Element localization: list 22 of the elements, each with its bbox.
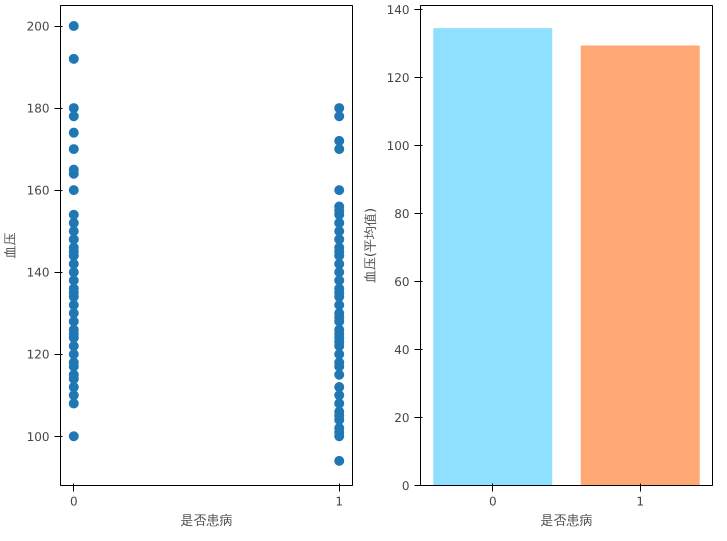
x-tick-label: 1 [335,494,344,508]
y-tick-label: 100 [26,430,50,444]
x-tick-label: 0 [70,494,78,508]
y-tick-label: 180 [26,102,50,116]
y-axis-title: 血压(平均值) [364,208,379,284]
y-tick-label: 120 [26,348,50,362]
y-tick-label: 140 [386,3,410,18]
y-tick-label: 0 [402,479,410,493]
y-tick-label: 60 [394,275,410,290]
y-tick-label: 140 [26,266,50,280]
y-tick-label: 100 [386,139,410,154]
y-axis-title: 血压 [4,232,19,258]
x-axis-title: 是否患病 [540,514,592,528]
x-axis-title: 是否患病 [180,514,232,528]
y-tick-label: 80 [394,207,410,222]
y-tick-label: 20 [394,411,410,426]
y-tick-label: 120 [386,71,410,86]
x-tick-label: 0 [488,494,497,508]
y-tick-label: 200 [26,20,50,34]
x-tick-label: 1 [636,494,644,508]
y-tick-label: 40 [394,343,410,358]
y-tick-label: 160 [26,184,50,198]
